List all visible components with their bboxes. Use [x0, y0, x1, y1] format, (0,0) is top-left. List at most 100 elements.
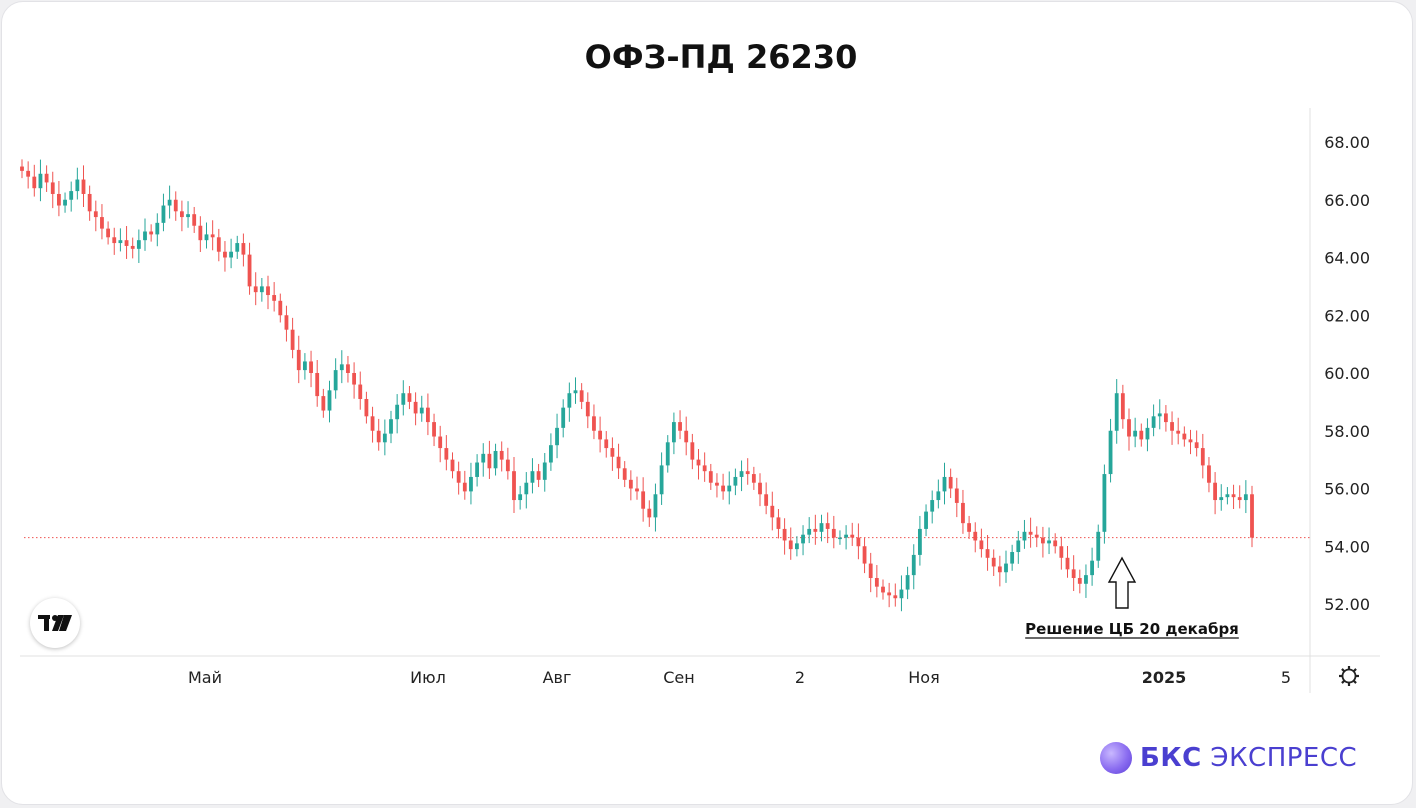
candle-body: [223, 251, 227, 258]
candle-body: [1108, 430, 1113, 475]
candle-body: [745, 471, 750, 475]
candle-body: [1139, 430, 1144, 440]
candle-body: [598, 430, 603, 440]
candle-body: [407, 393, 412, 402]
candle-body: [1084, 575, 1088, 584]
candle-body: [210, 234, 215, 238]
candle-body: [229, 251, 234, 258]
candle-body: [776, 517, 781, 529]
candle-body: [1176, 430, 1181, 434]
candle-body: [659, 465, 664, 495]
candle-body: [93, 211, 98, 218]
candle-body: [985, 549, 990, 558]
candle-body: [370, 416, 375, 431]
annotation-label: Решение ЦБ 20 декабря: [1025, 620, 1239, 638]
candle-body: [38, 173, 43, 189]
candle-body: [1145, 427, 1150, 440]
candle-body: [788, 540, 793, 550]
candle-body: [721, 485, 726, 492]
candle-body: [247, 254, 252, 287]
candle-body: [758, 482, 762, 495]
candle-body: [1059, 546, 1064, 558]
candle-body: [333, 370, 338, 391]
y-tick-label: 68.00: [1324, 133, 1370, 152]
candle-body: [309, 361, 313, 373]
candle-body: [241, 243, 246, 255]
candle-body: [616, 456, 621, 469]
candle-body: [887, 592, 892, 596]
candle-body: [831, 528, 836, 538]
candle-body: [87, 193, 92, 212]
candle-body: [1016, 540, 1021, 553]
candle-body: [413, 401, 418, 414]
candle-body: [278, 300, 283, 316]
candle-body: [1090, 560, 1095, 576]
candle-body: [63, 199, 67, 206]
candle-body: [696, 459, 701, 466]
candle-body: [524, 482, 529, 495]
candle-body: [438, 436, 443, 449]
chart-title: ОФЗ-ПД 26230: [584, 38, 858, 76]
candle-body: [1170, 422, 1174, 431]
candle-body: [259, 286, 264, 293]
candle-body: [911, 554, 916, 576]
x-tick-label: Июл: [410, 668, 446, 687]
candle-body: [1114, 393, 1119, 431]
candle-body: [44, 173, 49, 183]
candle-body: [253, 286, 258, 293]
candle-body: [352, 373, 357, 385]
candle-body: [487, 453, 492, 469]
candle-body: [782, 528, 787, 541]
y-tick-label: 60.00: [1324, 364, 1370, 383]
candle-body: [1213, 482, 1218, 501]
y-tick-label: 62.00: [1324, 306, 1370, 325]
candle-body: [905, 575, 910, 590]
candle-body: [801, 534, 805, 544]
candle-body: [794, 543, 799, 550]
candle-body: [1157, 413, 1162, 417]
candle-body: [272, 295, 277, 301]
candle-body: [1182, 433, 1187, 440]
candle-body: [1219, 497, 1224, 501]
y-tick-label: 64.00: [1324, 249, 1370, 268]
x-tick-label: 2: [795, 668, 805, 687]
candle-body: [346, 364, 350, 373]
candle-body: [475, 462, 480, 477]
candle-body: [266, 286, 270, 296]
candle-body: [893, 595, 898, 599]
candle-body: [979, 540, 984, 550]
candle-body: [930, 500, 935, 512]
candle-body: [1194, 442, 1199, 449]
x-tick-label: 2025: [1142, 668, 1187, 687]
candle-body: [505, 459, 510, 472]
candle-body: [881, 586, 885, 593]
candle-body: [917, 528, 922, 555]
candle-body: [807, 528, 812, 535]
candle-body: [542, 462, 547, 480]
candle-body: [425, 407, 430, 423]
settings-gear-icon[interactable]: [1339, 666, 1359, 686]
candle-body: [1077, 578, 1082, 584]
candle-body: [112, 237, 117, 244]
tradingview-logo[interactable]: [30, 598, 80, 648]
brand-name: БКС ЭКСПРЕСС: [1140, 743, 1358, 773]
candle-body: [1004, 563, 1008, 573]
candle-body: [130, 245, 135, 249]
candle-body: [358, 384, 363, 399]
candle-body: [530, 471, 535, 483]
candle-body: [315, 373, 320, 397]
candle-body: [296, 349, 301, 371]
candle-body: [967, 523, 972, 532]
candle-body: [610, 448, 615, 457]
candle-body: [321, 396, 326, 411]
candle-body: [1207, 465, 1211, 483]
candle-body: [961, 502, 965, 524]
candle-body: [401, 393, 406, 405]
candle-body: [1127, 419, 1131, 437]
candle-body: [456, 471, 461, 483]
candle-body: [1237, 497, 1242, 501]
candle-body: [173, 199, 178, 212]
candle-body: [56, 193, 61, 206]
candle-body: [284, 315, 289, 330]
